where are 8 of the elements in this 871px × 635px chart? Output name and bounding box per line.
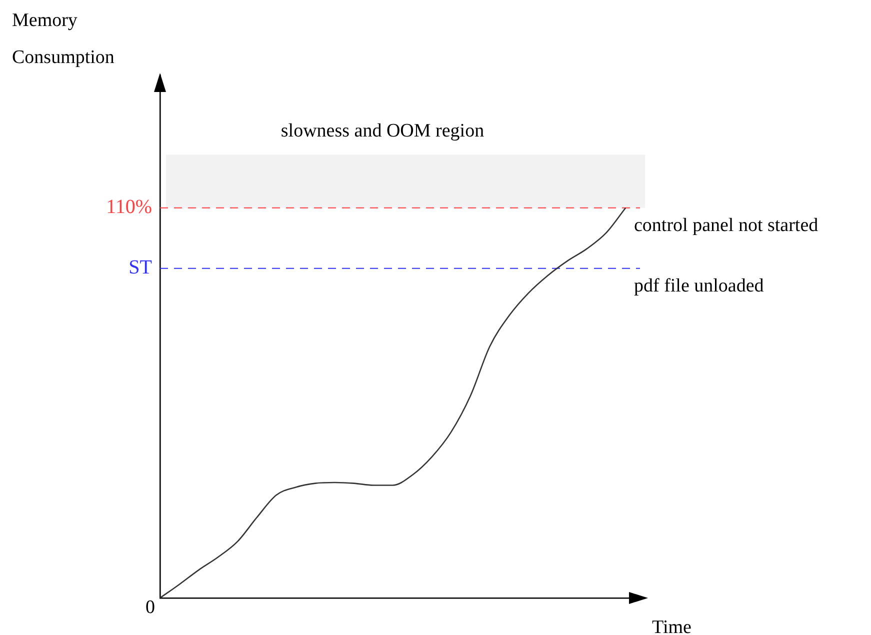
text: Memory Consumption <box>12 10 115 68</box>
band-label: slowness and OOM region <box>280 120 485 142</box>
ref-line-label: control panel not started <box>634 214 819 236</box>
text: 110% <box>106 196 152 218</box>
text: ST <box>128 256 152 279</box>
x-axis-title: Time <box>652 617 692 635</box>
text: 0 <box>146 596 155 618</box>
ref-line-label: pdf file unloaded <box>634 275 764 296</box>
